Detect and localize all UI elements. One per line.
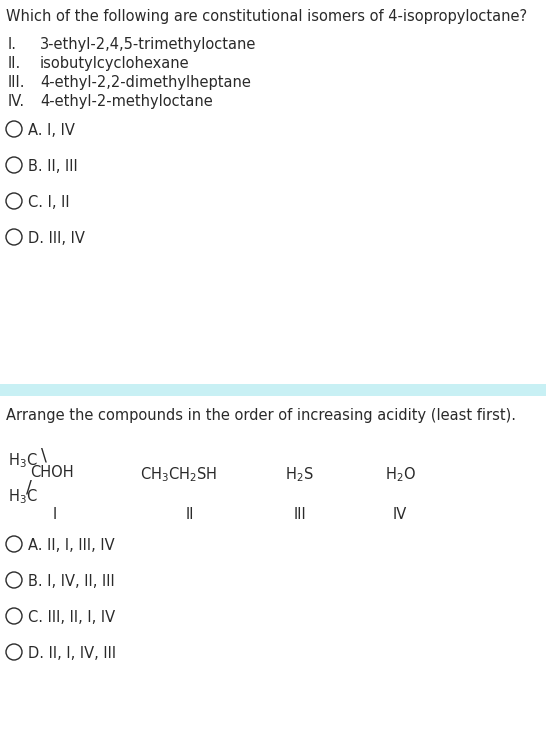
Text: B. II, III: B. II, III [28,159,78,174]
Text: IV: IV [393,507,407,522]
Text: H$_2$S: H$_2$S [285,465,313,484]
Text: /: / [26,478,32,496]
Text: CH$_3$CH$_2$SH: CH$_3$CH$_2$SH [140,465,217,484]
Text: Which of the following are constitutional isomers of 4-isopropyloctane?: Which of the following are constitutiona… [6,9,527,24]
Text: II.: II. [8,56,21,71]
Text: C. I, II: C. I, II [28,195,70,210]
Text: CHOH: CHOH [30,465,74,480]
Text: A. II, I, III, IV: A. II, I, III, IV [28,538,115,553]
Text: D. III, IV: D. III, IV [28,231,85,246]
Text: H$_3$C: H$_3$C [8,487,38,506]
Text: 3-ethyl-2,4,5-trimethyloctane: 3-ethyl-2,4,5-trimethyloctane [40,37,257,52]
Text: A. I, IV: A. I, IV [28,123,75,138]
Text: I.: I. [8,37,17,52]
Text: 4-ethyl-2-methyloctane: 4-ethyl-2-methyloctane [40,94,213,109]
Text: Arrange the compounds in the order of increasing acidity (least first).: Arrange the compounds in the order of in… [6,408,516,423]
Text: IV.: IV. [8,94,25,109]
Bar [0,384,546,396]
Text: D. II, I, IV, III: D. II, I, IV, III [28,646,116,661]
Text: H$_3$C: H$_3$C [8,451,38,470]
Text: H$_2$O: H$_2$O [385,465,416,484]
Text: I: I [53,507,57,522]
Text: II: II [186,507,194,522]
Text: III.: III. [8,75,26,90]
Text: C. III, II, I, IV: C. III, II, I, IV [28,610,115,625]
Text: III: III [294,507,306,522]
Text: \: \ [41,446,47,464]
Text: 4-ethyl-2,2-dimethylheptane: 4-ethyl-2,2-dimethylheptane [40,75,251,90]
Text: B. I, IV, II, III: B. I, IV, II, III [28,574,115,589]
Text: isobutylcyclohexane: isobutylcyclohexane [40,56,189,71]
